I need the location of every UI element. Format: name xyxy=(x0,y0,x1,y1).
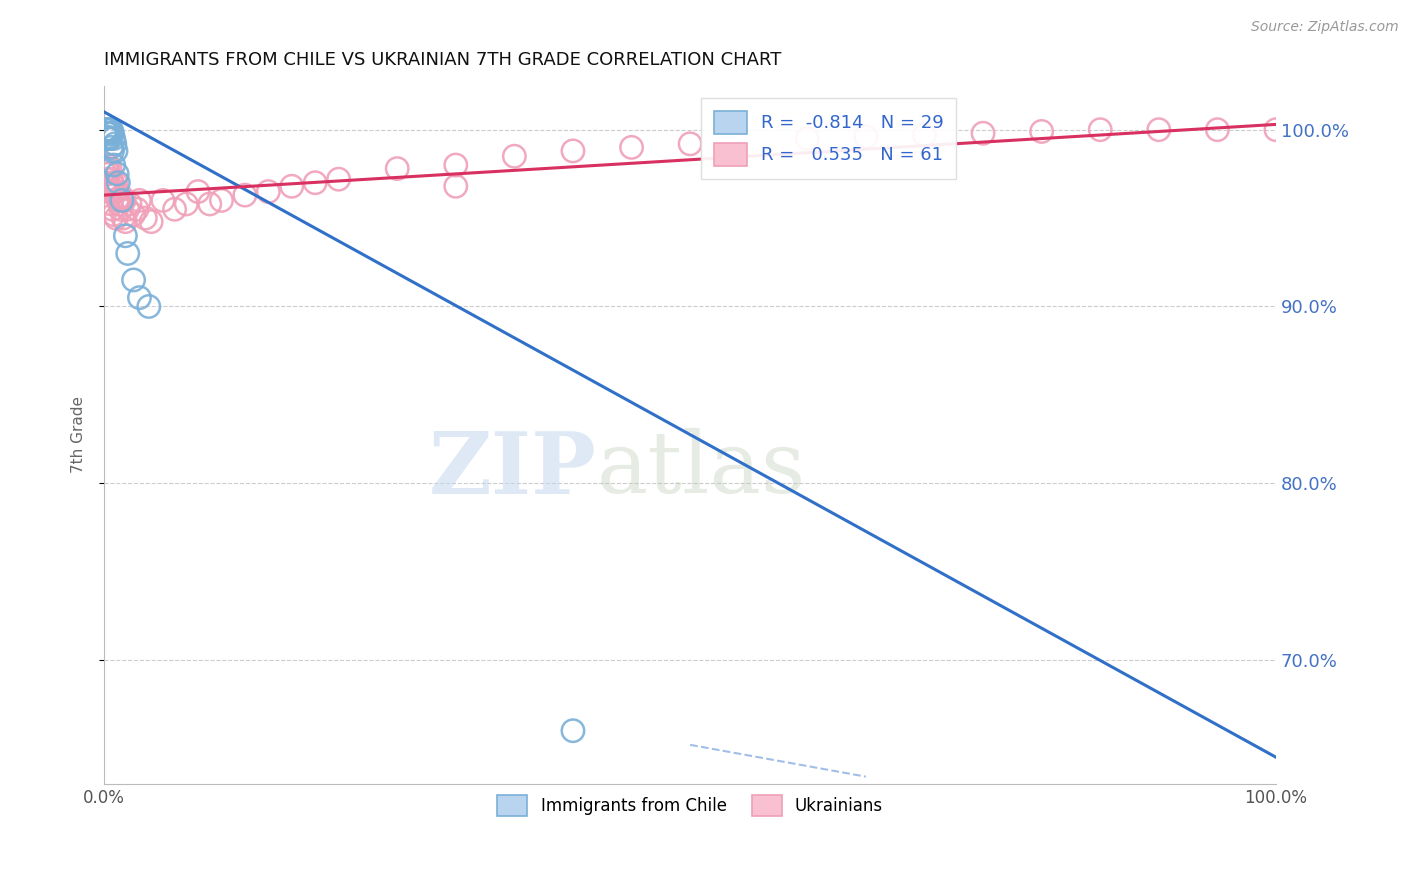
Point xyxy=(114,228,136,243)
Point xyxy=(98,167,121,181)
Point xyxy=(198,197,221,211)
Point xyxy=(1147,122,1170,136)
Point xyxy=(100,122,122,136)
Text: atlas: atlas xyxy=(596,428,806,511)
Point xyxy=(1090,122,1112,136)
Point xyxy=(94,122,117,136)
Point xyxy=(187,185,209,199)
Point xyxy=(257,185,280,199)
Point xyxy=(105,185,128,199)
Point xyxy=(94,167,117,181)
Point xyxy=(679,136,702,151)
Text: IMMIGRANTS FROM CHILE VS UKRAINIAN 7TH GRADE CORRELATION CHART: IMMIGRANTS FROM CHILE VS UKRAINIAN 7TH G… xyxy=(104,51,782,69)
Point xyxy=(101,126,124,140)
Point xyxy=(97,179,120,194)
Point xyxy=(163,202,186,217)
Point xyxy=(562,723,585,738)
Point xyxy=(103,131,125,145)
Point xyxy=(141,214,163,228)
Y-axis label: 7th Grade: 7th Grade xyxy=(72,396,86,473)
Point xyxy=(108,197,131,211)
Text: ZIP: ZIP xyxy=(429,427,596,511)
Point xyxy=(328,172,350,186)
Point xyxy=(122,273,145,287)
Point xyxy=(796,131,818,145)
Text: Source: ZipAtlas.com: Source: ZipAtlas.com xyxy=(1251,20,1399,34)
Point xyxy=(104,185,127,199)
Point xyxy=(114,214,136,228)
Point xyxy=(97,122,120,136)
Point xyxy=(855,129,877,144)
Point xyxy=(101,144,124,158)
Point xyxy=(233,188,256,202)
Point xyxy=(444,179,467,194)
Point xyxy=(1206,122,1229,136)
Point xyxy=(111,194,134,208)
Point xyxy=(96,122,118,136)
Point xyxy=(444,158,467,172)
Point xyxy=(1031,124,1053,138)
Point xyxy=(97,131,120,145)
Point xyxy=(387,161,409,176)
Point xyxy=(112,211,135,225)
Point xyxy=(281,179,304,194)
Point xyxy=(100,172,122,186)
Point xyxy=(562,144,585,158)
Point xyxy=(105,176,128,190)
Point xyxy=(211,194,233,208)
Point xyxy=(103,208,125,222)
Point xyxy=(94,176,117,190)
Point xyxy=(152,194,174,208)
Point xyxy=(98,185,121,199)
Point xyxy=(112,194,135,208)
Point xyxy=(138,300,160,314)
Point xyxy=(105,167,128,181)
Point xyxy=(128,291,150,305)
Point xyxy=(105,144,128,158)
Point xyxy=(101,176,124,190)
Point xyxy=(97,158,120,172)
Point xyxy=(100,140,122,154)
Point xyxy=(103,158,125,172)
Point xyxy=(503,149,526,163)
Point xyxy=(98,131,121,145)
Point xyxy=(117,246,139,260)
Point xyxy=(176,197,198,211)
Point xyxy=(128,194,150,208)
Point xyxy=(98,161,121,176)
Point xyxy=(96,126,118,140)
Point xyxy=(117,202,139,217)
Point xyxy=(1265,122,1288,136)
Point xyxy=(104,136,127,151)
Point xyxy=(96,129,118,144)
Point xyxy=(98,122,121,136)
Point xyxy=(98,185,121,199)
Point xyxy=(96,161,118,176)
Point xyxy=(914,128,936,142)
Point xyxy=(101,202,124,217)
Point xyxy=(127,202,149,217)
Point xyxy=(110,202,132,217)
Point xyxy=(972,126,994,140)
Point xyxy=(96,172,118,186)
Point xyxy=(620,140,643,154)
Point xyxy=(134,211,156,225)
Point xyxy=(98,122,121,136)
Point xyxy=(100,197,122,211)
Point xyxy=(107,194,129,208)
Point xyxy=(105,211,128,225)
Point xyxy=(304,176,326,190)
Point xyxy=(97,126,120,140)
Point xyxy=(98,126,121,140)
Point xyxy=(103,179,125,194)
Point xyxy=(111,190,134,204)
Point xyxy=(98,131,121,145)
Point xyxy=(120,197,142,211)
Legend: Immigrants from Chile, Ukrainians: Immigrants from Chile, Ukrainians xyxy=(489,786,891,824)
Point xyxy=(107,176,129,190)
Point xyxy=(122,208,145,222)
